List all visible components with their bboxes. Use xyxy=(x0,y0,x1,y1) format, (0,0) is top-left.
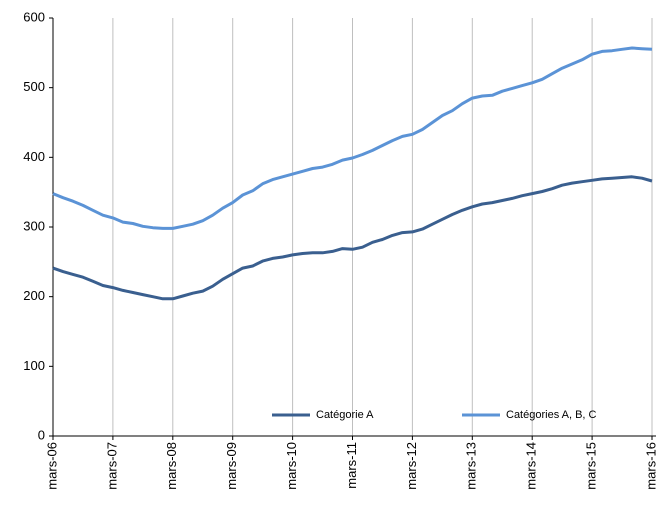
y-tick-label: 100 xyxy=(23,358,45,373)
legend-label: Catégories A, B, C xyxy=(506,409,597,421)
x-tick-label: mars-15 xyxy=(584,442,599,490)
x-tick-label: mars-11 xyxy=(344,442,359,489)
x-tick-label: mars-14 xyxy=(524,442,539,490)
x-tick-label: mars-07 xyxy=(104,442,119,490)
x-tick-label: mars-16 xyxy=(643,442,658,490)
y-tick-label: 300 xyxy=(23,218,45,233)
x-tick-label: mars-12 xyxy=(404,442,419,490)
legend-label: Catégorie A xyxy=(316,409,374,421)
x-tick-label: mars-08 xyxy=(164,442,179,490)
y-tick-label: 600 xyxy=(23,9,45,24)
y-tick-label: 200 xyxy=(23,288,45,303)
y-tick-label: 0 xyxy=(38,427,45,442)
x-tick-label: mars-13 xyxy=(464,442,479,490)
y-tick-label: 400 xyxy=(23,149,45,164)
x-tick-label: mars-09 xyxy=(224,442,239,490)
y-tick-label: 500 xyxy=(23,79,45,94)
x-tick-label: mars-06 xyxy=(44,442,59,490)
series-line xyxy=(52,46,653,230)
x-tick-label: mars-10 xyxy=(284,442,299,490)
series-line xyxy=(52,175,653,301)
